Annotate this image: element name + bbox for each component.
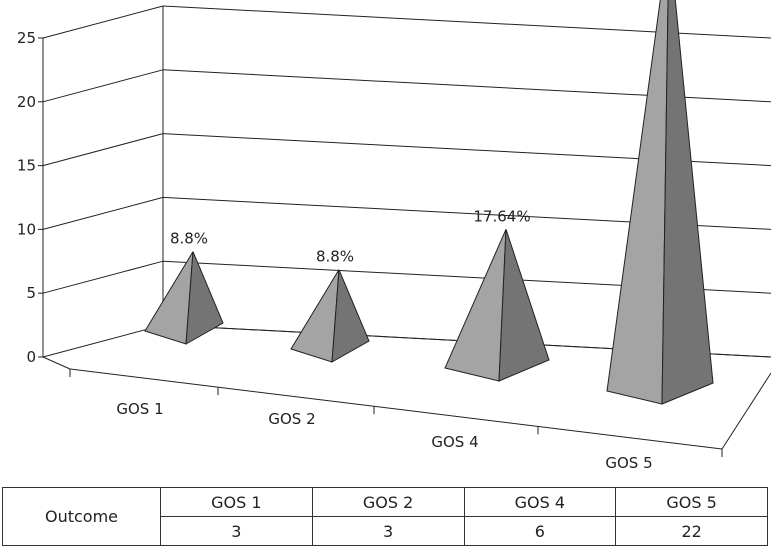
pyramid-bar (290, 269, 370, 363)
table-cell: 3 (311, 516, 465, 546)
gridline-depth (42, 196, 164, 230)
data-label: 8.8% (170, 230, 208, 248)
pyramid-face-left (444, 229, 507, 382)
table-cell: 6 (463, 516, 617, 546)
x-tick-label: GOS 1 (116, 400, 163, 418)
gridline-depth (42, 5, 164, 39)
pyramid-face-left (290, 269, 340, 363)
column-header: GOS 4 (463, 487, 617, 517)
floor-left-edge (42, 356, 71, 370)
data-label: 17.64% (473, 207, 530, 225)
x-tick-label: GOS 4 (431, 433, 478, 451)
table-header-row: Outcome GOS 1 GOS 2 GOS 4 GOS 5 (2, 487, 768, 546)
y-tick-label: 20 (17, 93, 36, 111)
floor-front-edge (69, 368, 723, 450)
pyramid-face-right (498, 229, 550, 382)
x-tick-label: GOS 5 (605, 454, 652, 472)
pyramid-face-right (185, 251, 224, 345)
gridline-depth (42, 324, 164, 358)
pyramid-face-left (144, 251, 194, 345)
pyramid-face-right (661, 0, 714, 405)
x-tick-label: GOS 2 (268, 410, 315, 428)
pyramid-bar (144, 251, 224, 345)
outcome-table: Outcome GOS 1 GOS 2 GOS 4 GOS 5 3 3 6 22 (2, 487, 768, 546)
pyramid-bar (444, 229, 550, 382)
floor-right-edge (721, 372, 771, 450)
pyramid-face-right (331, 269, 370, 363)
y-tick-label: 10 (17, 220, 36, 238)
y-tick-label: 25 (17, 29, 36, 47)
y-tick-label: 5 (26, 284, 36, 302)
column-header: GOS 2 (311, 487, 465, 517)
column-header: GOS 5 (615, 487, 768, 517)
gridline-depth (42, 133, 164, 167)
table-cell: 3 (160, 516, 313, 546)
pyramid-bar (606, 0, 714, 405)
table-row: 3 3 6 22 (3, 516, 768, 546)
pyramid-face-left (606, 0, 669, 405)
gridline-depth (42, 260, 164, 294)
column-header: GOS 1 (160, 487, 313, 517)
y-tick-label: 15 (17, 157, 36, 175)
gridline (162, 5, 771, 39)
y-tick-label: 0 (26, 348, 36, 366)
data-label: 8.8% (316, 248, 354, 266)
gridline-depth (42, 69, 164, 103)
outcome-row-header: Outcome (2, 487, 161, 546)
table-cell: 22 (615, 516, 768, 546)
